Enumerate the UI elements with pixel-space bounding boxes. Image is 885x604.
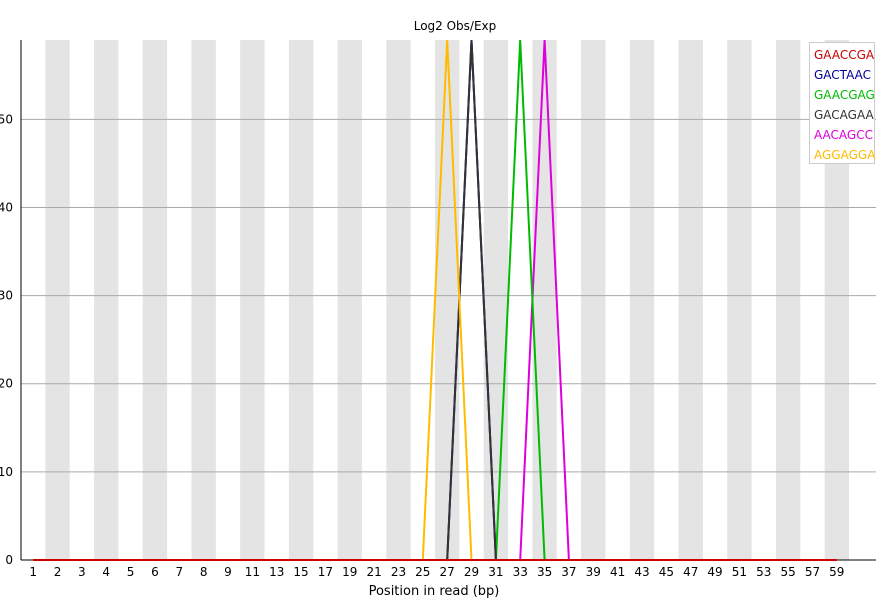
x-tick-label: 13 [269,565,284,579]
chart-title: Log2 Obs/Exp [414,19,497,33]
x-tick-label: 5 [127,565,135,579]
x-tick-label: 47 [683,565,698,579]
band [337,40,362,560]
x-tick-label: 6 [151,565,159,579]
x-tick-label: 23 [391,565,406,579]
band [629,40,655,560]
y-tick-label: 40 [0,200,13,214]
legend: GAACCGA GACTAAC GAACGAG GACAGAA AACAGCC AGGAG… [809,42,875,164]
x-tick-label: 3 [78,565,86,579]
x-tick-label: 25 [415,565,430,579]
x-tick-label: 31 [488,565,503,579]
x-tick-label: 57 [805,565,820,579]
band [435,40,460,560]
band [727,40,752,560]
x-axis-label: Position in read (bp) [369,584,500,599]
x-tick-label: 11 [245,565,260,579]
band [240,40,265,560]
x-tick-label: 27 [440,565,455,579]
band [45,40,70,560]
x-tick-label: 41 [610,565,625,579]
legend-entry: GACAGAA [814,108,874,122]
x-tick-label: 21 [366,565,381,579]
x-tick-label: 19 [342,565,357,579]
x-tick-label: 49 [707,565,722,579]
x-tick-label: 35 [537,565,552,579]
band [581,40,606,560]
x-tick-label: 15 [293,565,308,579]
band [386,40,411,560]
band [142,40,168,560]
x-tick-label: 55 [780,565,795,579]
x-tick-label: 33 [513,565,528,579]
band [288,40,314,560]
x-tick-label: 39 [586,565,601,579]
y-tick-label: 20 [0,377,13,391]
band [678,40,703,560]
legend-entry: AACAGCC [814,128,873,142]
x-tick-label: 59 [829,565,844,579]
x-tick-label: 8 [200,565,208,579]
y-tick-label: 30 [0,289,13,303]
x-tick-label: 43 [634,565,649,579]
y-tick-label: 0 [5,553,13,567]
legend-entry: GAACCGA [814,48,875,62]
y-tick-label: 50 [0,112,13,126]
x-tick-label: 4 [102,565,110,579]
x-tick-label: 29 [464,565,479,579]
x-tick-label: 51 [732,565,747,579]
legend-entry: GAACGAG [814,88,875,102]
band [191,40,216,560]
band [94,40,119,560]
x-tick-label: 2 [54,565,62,579]
x-tick-label: 53 [756,565,771,579]
band [532,40,557,560]
band [775,40,801,560]
x-tick-label: 1 [29,565,37,579]
y-tick-label: 10 [0,465,13,479]
x-tick-label: 7 [175,565,183,579]
x-tick-label: 37 [561,565,576,579]
band [483,40,509,560]
x-tick-label: 9 [224,565,232,579]
x-tick-label: 17 [318,565,333,579]
x-tick-label: 45 [659,565,674,579]
legend-entry: AGGAGGA [814,148,876,162]
legend-entry: GACTAAC [814,68,871,82]
